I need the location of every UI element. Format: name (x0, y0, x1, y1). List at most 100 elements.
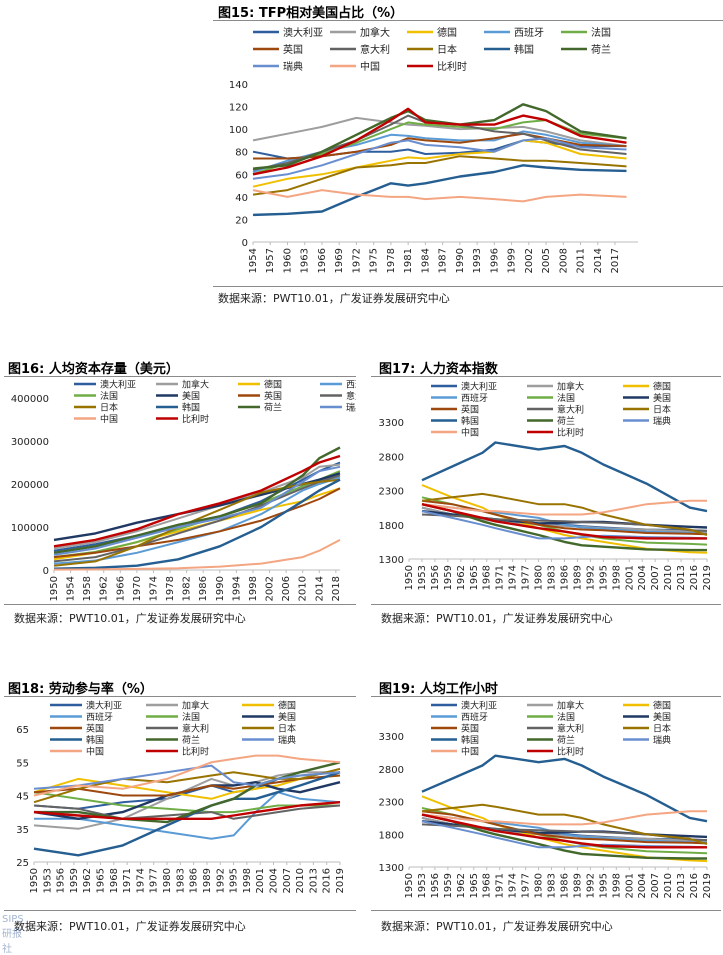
series-line-比利时 (421, 503, 707, 540)
x-tick-label: 1966 (317, 248, 328, 273)
legend: 澳大利亚加拿大德国西班牙法国美国英国意大利日本韩国荷兰瑞典中国比利时 (50, 700, 296, 758)
x-tick-label: 1972 (351, 248, 362, 273)
series-lines (252, 103, 627, 217)
x-tick-label: 1974 (148, 576, 159, 601)
x-tick-label: 1978 (386, 248, 397, 273)
x-tick-label: 2010 (295, 868, 306, 893)
x-tick-label: 1980 (162, 868, 173, 893)
y-tick-label: 100000 (11, 523, 49, 534)
source-note: 数据来源：PWT10.01，广发证券发展研究中心 (14, 612, 246, 625)
series-line-加拿大 (252, 116, 627, 148)
legend-label: 意大利 (557, 723, 584, 735)
x-tick-label: 1956 (56, 868, 67, 893)
x-tick-label: 2013 (676, 873, 687, 898)
x-tick-label: 2002 (524, 248, 535, 273)
series-line-荷兰 (53, 446, 341, 554)
figure-title: 图18: 劳动参与率（%） (8, 678, 153, 697)
x-tick-label: 1950 (404, 565, 415, 590)
series-line-中国 (252, 189, 627, 203)
series-line-比利时 (421, 813, 707, 849)
x-tick-label: 1954 (248, 248, 259, 273)
x-tick-label: 1992 (585, 565, 596, 590)
legend-label: 日本 (100, 402, 118, 414)
x-tick-label: 1950 (49, 576, 60, 601)
series-line-比利时 (252, 107, 627, 176)
x-tick-label: 1962 (82, 868, 93, 893)
series-line-英国 (421, 810, 708, 845)
x-tick-label: 2004 (637, 565, 648, 590)
x-tick-label: 1974 (508, 565, 519, 590)
x-tick-label: 1956 (430, 873, 441, 898)
x-tick-label: 1989 (572, 873, 583, 898)
legend-label: 法国 (557, 711, 575, 723)
x-tick-label: 1995 (229, 868, 240, 893)
series-line-瑞典 (33, 764, 341, 790)
figure-title-text: 人均资本存量（美元） (48, 362, 179, 377)
x-tick-label: 1974 (508, 873, 519, 898)
x-tick-label: 2010 (298, 576, 309, 601)
figure-title: 图15: TFP相对美国占比（%） (218, 2, 403, 21)
x-tick-label: 1960 (282, 248, 293, 273)
y-tick-label: 1300 (379, 863, 404, 874)
y-tick-label: 0 (242, 238, 248, 249)
x-tick-label: 1995 (598, 565, 609, 590)
title-rule (4, 376, 356, 377)
series-line-日本 (53, 478, 341, 567)
x-tick-label: 1953 (417, 873, 428, 898)
y-tick-label: 40 (235, 193, 248, 204)
x-tick-label: 2010 (663, 565, 674, 590)
source-rule (4, 910, 356, 911)
y-tick-label: 100 (229, 125, 248, 136)
x-tick-label: 1977 (521, 565, 532, 590)
series-line-韩国 (53, 478, 341, 570)
x-tick-label: 1977 (149, 868, 160, 893)
x-tick-label: 1983 (175, 868, 186, 893)
figure-title: 图17: 人力资本指数 (379, 358, 498, 377)
legend-label: 比利时 (557, 427, 584, 439)
x-tick-label: 1965 (469, 873, 480, 898)
legend-label: 澳大利亚 (461, 700, 497, 712)
legend-label: 加拿大 (182, 379, 209, 391)
legend-label: 西班牙 (86, 711, 113, 723)
legend-label: 法国 (182, 711, 200, 723)
legend-label: 比利时 (182, 413, 209, 425)
source-rule (371, 910, 721, 911)
legend-label: 日本 (278, 723, 296, 735)
x-tick-label: 1962 (456, 565, 467, 590)
x-tick-label: 1986 (198, 576, 209, 601)
x-tick-label: 1968 (482, 873, 493, 898)
legend: 澳大利亚加拿大德国西班牙法国美国英国意大利日本韩国荷兰瑞典中国比利时 (431, 700, 671, 758)
legend-label: 荷兰 (264, 402, 282, 414)
x-tick-label: 1970 (132, 576, 143, 601)
x-tick-label: 2005 (541, 248, 552, 273)
y-tick-label: 25 (16, 858, 29, 869)
figure-title-text: 劳动参与率（%） (48, 682, 153, 697)
x-tick-label: 1995 (598, 873, 609, 898)
series-lines (33, 754, 341, 857)
x-tick-label: 2001 (624, 565, 635, 590)
series-lines (421, 754, 708, 863)
x-tick-label: 1977 (521, 873, 532, 898)
x-tick-label: 1986 (559, 565, 570, 590)
legend-label: 瑞典 (653, 415, 671, 427)
legend-label: 韩国 (182, 402, 200, 414)
series-line-德国 (252, 139, 627, 188)
legend-label: 德国 (653, 381, 671, 393)
legend-label: 韩国 (461, 734, 479, 746)
x-tick-label: 1998 (248, 576, 259, 601)
x-tick-label: 2019 (702, 873, 713, 898)
series-line-韩国 (252, 164, 627, 217)
legend-label: 加拿大 (557, 381, 584, 393)
y-tick-label: 60 (235, 170, 248, 181)
figure-title-text: TFP相对美国占比（%） (258, 6, 404, 21)
x-tick-label: 1990 (215, 576, 226, 601)
legend-label: 比利时 (437, 61, 467, 73)
series-line-日本 (252, 155, 627, 196)
legend-label: 西班牙 (461, 711, 488, 723)
y-tick-label: 120 (229, 103, 248, 114)
x-tick-label: 2004 (268, 868, 279, 893)
figure-title: 图19: 人均工作小时 (379, 678, 498, 697)
